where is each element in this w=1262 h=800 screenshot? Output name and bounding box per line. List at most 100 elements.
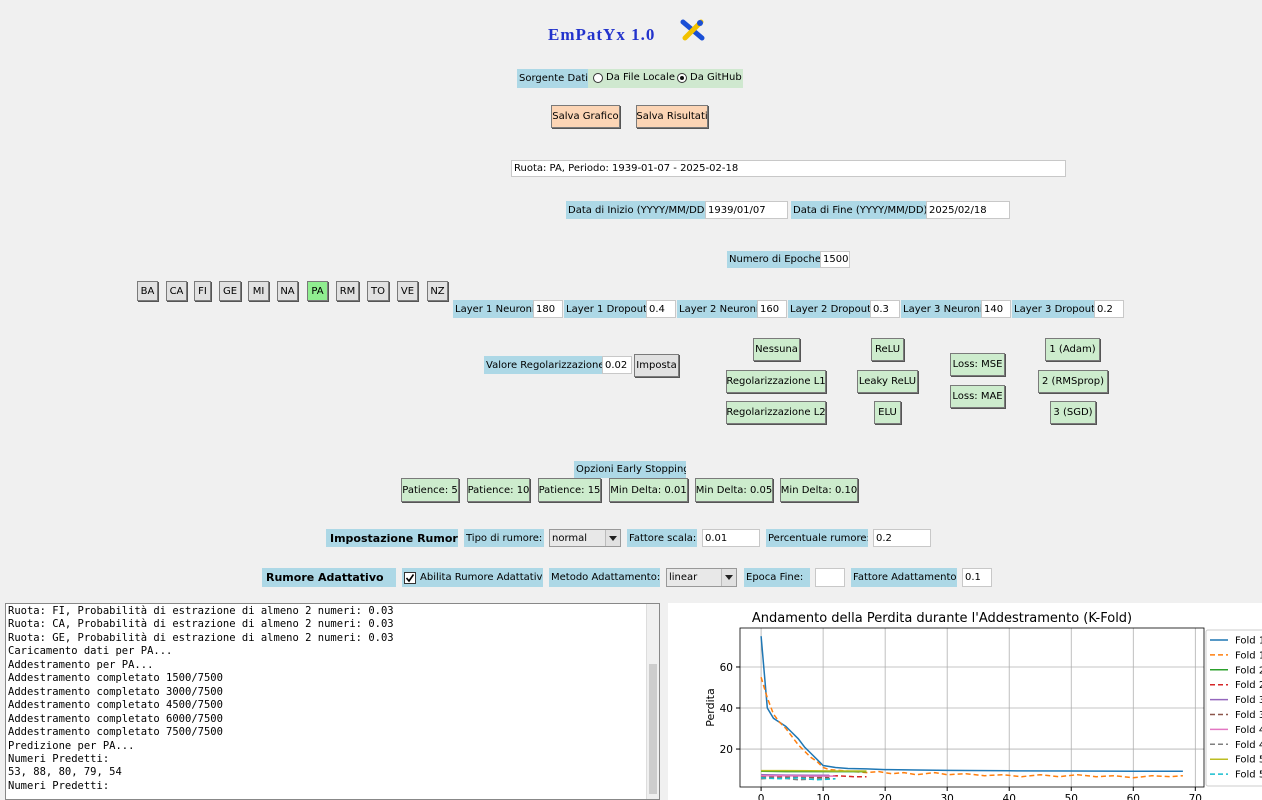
layer-entry[interactable]: 160: [757, 300, 787, 318]
x-tick-label: 60: [1127, 793, 1140, 800]
combo-arrow[interactable]: [605, 530, 620, 546]
y-tick-label: 40: [720, 703, 733, 715]
legend-label: Fold 5: [1235, 770, 1262, 781]
option-button[interactable]: 3 (SGD): [1050, 401, 1096, 424]
ruota-button[interactable]: NZ: [427, 281, 448, 301]
layer-entry[interactable]: 0.4: [646, 300, 676, 318]
early-stopping-button[interactable]: Min Delta: 0.10: [780, 478, 858, 502]
adaptive-checkbox[interactable]: Abilita Rumore Adattativo: [402, 568, 543, 587]
layer-entry[interactable]: 140: [981, 300, 1011, 318]
action-button[interactable]: Salva Risultati: [636, 105, 708, 128]
log-line: Addestramento completato 6000/7500: [8, 712, 223, 725]
log-line: Predizione per PA...: [8, 739, 135, 752]
ruota-button[interactable]: CA: [166, 281, 187, 301]
noise-title: Impostazione Rumori: [326, 529, 458, 547]
combo-value[interactable]: linear: [669, 572, 698, 583]
ruota-button[interactable]: NA: [277, 281, 298, 301]
log-line: Addestramento per PA...: [8, 658, 154, 671]
date-entry[interactable]: 2025/02/18: [926, 201, 1010, 219]
scrollbar[interactable]: [646, 604, 659, 799]
adaptive-method-combo[interactable]: linear: [666, 568, 737, 587]
checkbox[interactable]: [404, 571, 416, 584]
info-field: Ruota: PA, Periodo: 1939-01-07 - 2025-02…: [511, 160, 1066, 177]
set-button[interactable]: Imposta: [634, 354, 679, 377]
legend-label: Fold 3: [1235, 695, 1262, 706]
scrollbar-thumb[interactable]: [649, 664, 657, 794]
chart-title: Andamento della Perdita durante l'Addest…: [752, 611, 1132, 626]
option-button[interactable]: Nessuna: [753, 338, 800, 361]
combo-value[interactable]: normal: [552, 532, 588, 544]
adaptive-method-label: Metodo Adattamento:: [549, 568, 660, 587]
ruota-button[interactable]: TO: [367, 281, 389, 301]
date-label: Data di Fine (YYYY/MM/DD):: [791, 201, 926, 219]
ruota-button[interactable]: GE: [219, 281, 241, 301]
option-button[interactable]: Regolarizzazione L2: [726, 401, 826, 424]
option-button[interactable]: 2 (RMSprop): [1038, 370, 1108, 393]
log-line: Caricamento dati per PA...: [8, 645, 173, 658]
log-line: Addestramento completato 3000/7500: [8, 685, 223, 698]
loss-chart: Andamento della Perdita durante l'Addest…: [668, 603, 1262, 800]
checkbox-label[interactable]: Abilita Rumore Adattativo: [420, 572, 543, 583]
option-button[interactable]: Regolarizzazione L1: [726, 370, 826, 393]
layer-entry[interactable]: 0.3: [870, 300, 900, 318]
noise-percent-label: Percentuale rumore:: [766, 529, 868, 547]
log-line: Addestramento completato 1500/7500: [8, 672, 223, 685]
adaptive-end-entry[interactable]: [815, 568, 845, 587]
noise-type-combo[interactable]: normal: [549, 529, 621, 547]
adaptive-factor-entry[interactable]: 0.1: [962, 568, 992, 587]
log-line: 53, 88, 80, 79, 54: [8, 766, 122, 779]
log-line: Addestramento completato 4500/7500: [8, 699, 223, 712]
option-button[interactable]: 1 (Adam): [1045, 338, 1100, 361]
option-button[interactable]: ELU: [874, 401, 901, 424]
adaptive-factor-label: Fattore Adattamento:: [851, 568, 957, 587]
radio-label[interactable]: Da GitHub: [690, 72, 742, 83]
source-label: Sorgente Dati:: [517, 69, 588, 88]
ruota-button[interactable]: FI: [194, 281, 211, 301]
ruota-button[interactable]: BA: [137, 281, 158, 301]
layer-label: Layer 1 Neuroni:: [453, 300, 533, 318]
early-stopping-button[interactable]: Min Delta: 0.01: [609, 478, 688, 502]
series-line: [761, 777, 836, 781]
early-stopping-button[interactable]: Min Delta: 0.05: [695, 478, 773, 502]
early-stopping-button[interactable]: Patience: 15: [538, 478, 601, 502]
combo-arrow[interactable]: [721, 569, 736, 586]
legend-label: Fold 4: [1235, 740, 1262, 751]
date-entry[interactable]: 1939/01/07: [705, 201, 788, 219]
ruota-button[interactable]: PA: [307, 281, 328, 301]
epochs-label: Numero di Epoche:: [727, 251, 820, 268]
option-button[interactable]: Leaky ReLU: [857, 370, 918, 393]
early-stopping-button[interactable]: Patience: 10: [467, 478, 530, 502]
regularization-entry[interactable]: 0.02: [602, 356, 632, 374]
noise-scale-entry[interactable]: 0.01: [702, 529, 760, 547]
series-line: [761, 774, 867, 778]
epochs-entry[interactable]: 1500: [820, 251, 850, 268]
noise-percent-entry[interactable]: 0.2: [873, 529, 931, 547]
layer-label: Layer 1 Dropout:: [564, 300, 646, 318]
layer-entry[interactable]: 180: [533, 300, 563, 318]
legend-label: Fold 1: [1235, 650, 1262, 661]
action-button[interactable]: Salva Grafico: [551, 105, 620, 128]
adaptive-end-label: Epoca Fine:: [744, 568, 810, 587]
log-line: Ruota: CA, Probabilità di estrazione di …: [8, 618, 394, 631]
radio-group: Da File Locale Da GitHub: [588, 69, 743, 88]
log-line: Numeri Predetti:: [8, 752, 110, 765]
legend-label: Fold 5: [1235, 755, 1262, 766]
option-button[interactable]: Loss: MAE: [950, 385, 1005, 408]
ruota-button[interactable]: VE: [397, 281, 418, 301]
ruota-button[interactable]: RM: [336, 281, 359, 301]
early-stopping-button[interactable]: Patience: 5: [401, 478, 459, 502]
option-button[interactable]: ReLU: [871, 338, 904, 361]
radio-button[interactable]: [592, 72, 604, 84]
noise-type-label: Tipo di rumore:: [464, 529, 544, 547]
option-button[interactable]: Loss: MSE: [950, 353, 1005, 376]
radio-button[interactable]: [676, 72, 688, 84]
layer-label: Layer 2 Dropout:: [788, 300, 870, 318]
radio-label[interactable]: Da File Locale: [606, 72, 675, 83]
layer-entry[interactable]: 0.2: [1094, 300, 1124, 318]
x-tick-label: 10: [816, 793, 829, 800]
layer-label: Layer 3 Neuroni:: [901, 300, 981, 318]
series-line: [760, 676, 1183, 779]
ruota-button[interactable]: MI: [248, 281, 269, 301]
log-textbox[interactable]: Ruota: FI, Probabilità di estrazione di …: [5, 603, 660, 800]
